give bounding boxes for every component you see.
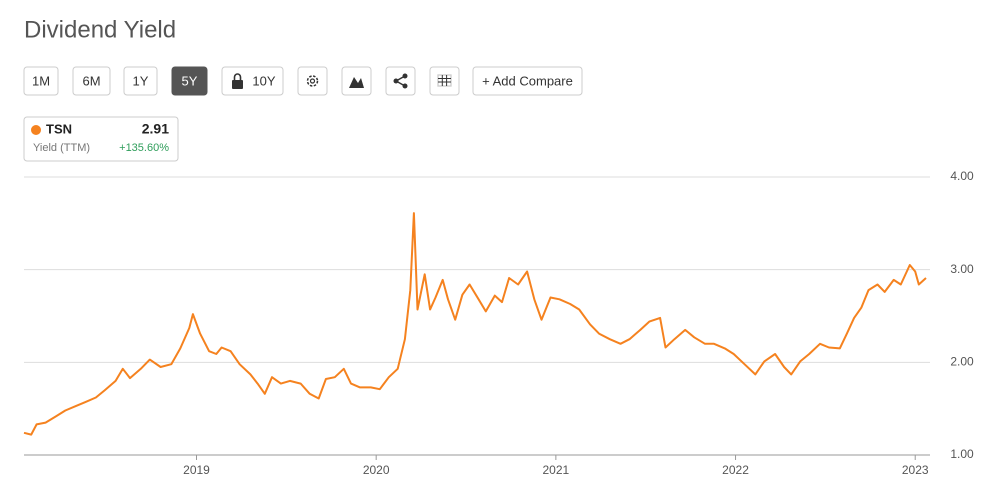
lock-body — [232, 80, 243, 89]
legend-swatch — [31, 125, 41, 135]
legend-value: 2.91 — [142, 121, 169, 137]
range-button[interactable]: 1M — [23, 66, 59, 96]
x-tick-label: 2022 — [722, 463, 749, 477]
compare-button[interactable]: + Add Compare — [472, 66, 583, 96]
table-button[interactable] — [429, 66, 460, 96]
chart: 1.00 2.00 3.00 4.00 2019 2020 2021 2022 2023 — [23, 169, 974, 477]
chart-type-button[interactable] — [341, 66, 372, 96]
page-title: Dividend Yield — [24, 16, 176, 43]
button-bg — [123, 66, 158, 96]
settings-button[interactable] — [297, 66, 328, 96]
button-label: 5Y — [182, 73, 198, 88]
button-label: 1M — [32, 73, 50, 88]
y-tick-label: 1.00 — [950, 447, 974, 461]
range-button[interactable]: 6M — [72, 66, 111, 96]
button-label: 6M — [82, 73, 100, 88]
x-tick-label: 2023 — [902, 463, 929, 477]
x-tick-label: 2019 — [183, 463, 210, 477]
button-bg — [472, 66, 583, 96]
toolbar: 1M 6M 1Y 5Y 10Y + Add Compare — [23, 66, 583, 96]
button-bg — [72, 66, 111, 96]
y-tick-label: 3.00 — [950, 262, 974, 276]
legend-change: +135.60% — [119, 142, 169, 154]
y-tick-label: 2.00 — [950, 355, 974, 369]
lock-shackle — [233, 73, 242, 80]
x-tick-label: 2021 — [543, 463, 570, 477]
button-bg — [171, 66, 208, 96]
button-label: 1Y — [133, 73, 149, 88]
range-button[interactable]: 1Y — [123, 66, 158, 96]
legend-series: TSN — [46, 121, 72, 136]
yield-line — [23, 212, 927, 436]
legend-box: TSN 2.91 Yield (TTM) +135.60% — [23, 116, 179, 162]
range-button[interactable]: 5Y — [171, 66, 208, 96]
x-tick-label: 2020 — [363, 463, 390, 477]
y-tick-label: 4.00 — [950, 169, 974, 183]
button-label: + Add Compare — [482, 73, 573, 88]
button-bg — [23, 66, 59, 96]
button-label: 10Y — [252, 73, 275, 88]
share-button[interactable] — [385, 66, 416, 96]
range-button[interactable]: 10Y — [221, 66, 284, 96]
legend-subtitle: Yield (TTM) — [33, 142, 90, 154]
